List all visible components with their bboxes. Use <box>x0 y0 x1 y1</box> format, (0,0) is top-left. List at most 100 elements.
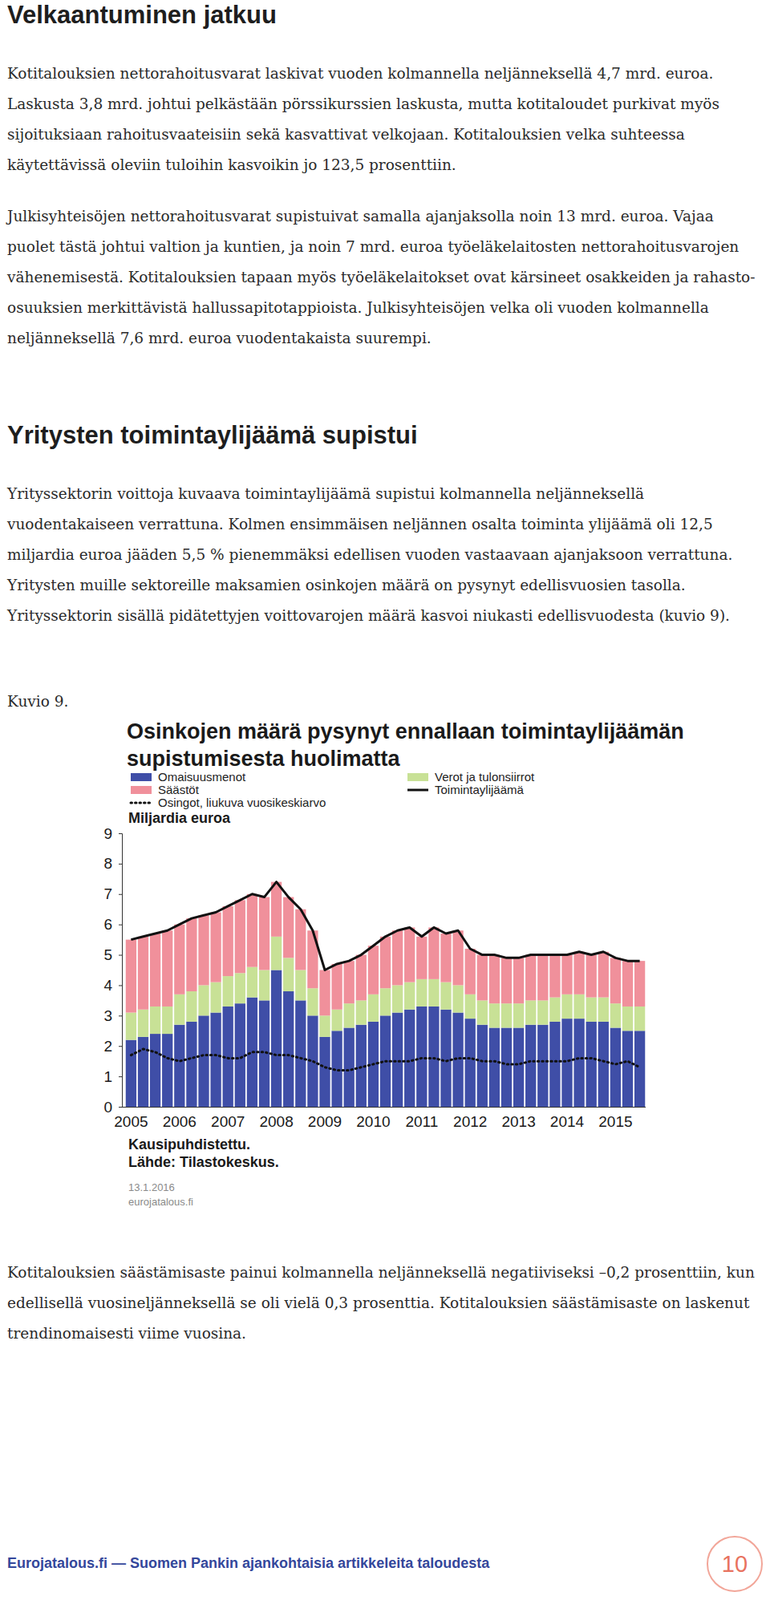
legend-label: Toimintaylijäämä <box>434 782 525 797</box>
bar <box>586 1021 597 1107</box>
bar <box>235 899 246 973</box>
bar <box>549 1021 560 1107</box>
bar <box>259 897 270 971</box>
bar <box>174 924 185 995</box>
bar <box>622 1006 633 1031</box>
bar <box>416 979 427 1007</box>
bar <box>186 991 197 1022</box>
heading: Yritysten toimintaylijäämä supistui <box>7 420 763 451</box>
y-tick-label: 8 <box>103 855 113 872</box>
bar-series <box>125 882 645 1017</box>
x-tick-label: 2008 <box>259 1113 293 1131</box>
bar <box>525 1025 536 1107</box>
bar <box>537 1025 548 1107</box>
bar <box>501 957 512 1004</box>
page-badge: 10 <box>701 1530 768 1597</box>
bar <box>489 955 500 1005</box>
y-tick-label: 0 <box>103 1098 113 1116</box>
y-tick-mark <box>118 894 122 896</box>
bar <box>622 1030 633 1107</box>
bar <box>283 897 294 959</box>
chart-annotation: 13.1.2016 <box>128 1181 175 1194</box>
bar <box>295 1000 306 1107</box>
chart-annotation: eurojatalous.fi <box>128 1195 194 1208</box>
bar <box>137 1009 149 1038</box>
bar <box>174 1025 185 1107</box>
bar <box>344 1027 355 1107</box>
y-tick-label: 4 <box>103 976 113 994</box>
bar <box>404 982 415 1010</box>
chart-note: Kausipuhdistettu. <box>128 1136 251 1153</box>
legend-label: Osingot, liukuva vuosikeskiarvo <box>158 795 326 810</box>
bar <box>537 955 548 1001</box>
legend-swatch <box>130 786 152 795</box>
bar <box>356 955 367 1001</box>
bar <box>598 952 609 998</box>
figure-label: Kuvio 9. <box>7 686 763 718</box>
heading: Velkaantuminen jatkuu <box>7 0 763 31</box>
y-tick-mark <box>118 1045 122 1047</box>
bar <box>210 1013 221 1107</box>
bar <box>380 988 391 1016</box>
y-tick-mark <box>118 1106 122 1108</box>
legend-swatch <box>130 773 152 782</box>
x-tick: 2006 <box>162 1106 197 1131</box>
x-tick-label: 2007 <box>210 1113 245 1131</box>
x-tick-label: 2009 <box>308 1113 342 1131</box>
bar <box>586 997 597 1022</box>
x-axis: 2005200620072008200920102011201220132014… <box>113 1106 646 1131</box>
chart-title: Osinkojen määrä pysynyt ennallaan toimin… <box>126 719 685 771</box>
bar <box>162 1033 173 1107</box>
bar <box>610 957 621 1004</box>
x-tick-label: 2010 <box>356 1113 390 1131</box>
bar <box>368 945 379 995</box>
bar <box>428 1006 439 1107</box>
bar <box>549 997 560 1022</box>
bar <box>235 972 246 1004</box>
page: Velkaantuminen jatkuu Kotitalouksien nett… <box>0 0 770 1600</box>
chart-note: Lähde: Tilastokeskus. <box>128 1154 280 1171</box>
bar <box>283 957 294 992</box>
y-tick-mark <box>118 863 122 865</box>
x-tick: 2012 <box>453 1106 487 1131</box>
bar <box>149 1006 161 1034</box>
bar <box>598 1021 609 1107</box>
x-tick: 2009 <box>308 1106 342 1131</box>
x-tick-label: 2012 <box>453 1113 487 1131</box>
bar <box>525 1000 536 1025</box>
bar <box>416 936 427 980</box>
bar <box>331 964 342 1010</box>
bar <box>198 915 209 985</box>
bar <box>271 882 282 937</box>
bar <box>392 930 403 985</box>
x-tick: 2007 <box>210 1106 245 1131</box>
paragraph: Yrityssektorin voittoja kuvaava toiminta… <box>7 478 763 632</box>
bar <box>307 988 318 1016</box>
bar <box>501 1003 512 1028</box>
x-tick: 2011 <box>405 1106 438 1131</box>
bar <box>295 970 306 1001</box>
bar <box>247 967 258 998</box>
bar <box>610 1003 621 1028</box>
y-tick: 3 <box>103 1007 122 1025</box>
bar <box>561 955 572 995</box>
x-tick: 2010 <box>356 1106 390 1131</box>
y-tick: 5 <box>103 946 122 964</box>
bar <box>198 984 209 1016</box>
paragraph: Kotitalouksien nettorahoitusvarat laskiv… <box>7 58 763 181</box>
bar <box>561 994 572 1019</box>
y-axis: 0123456789 <box>103 825 122 1116</box>
y-tick: 7 <box>103 885 122 903</box>
bar <box>125 940 137 1014</box>
bar <box>598 997 609 1022</box>
line <box>130 882 640 971</box>
bar <box>198 1015 209 1107</box>
line <box>130 1049 640 1071</box>
y-tick-label: 3 <box>103 1007 113 1025</box>
bar <box>222 906 234 977</box>
y-tick-label: 5 <box>103 946 113 964</box>
bar <box>465 994 476 1019</box>
bar <box>295 909 306 971</box>
y-tick-mark <box>118 984 122 986</box>
bar <box>271 970 282 1108</box>
